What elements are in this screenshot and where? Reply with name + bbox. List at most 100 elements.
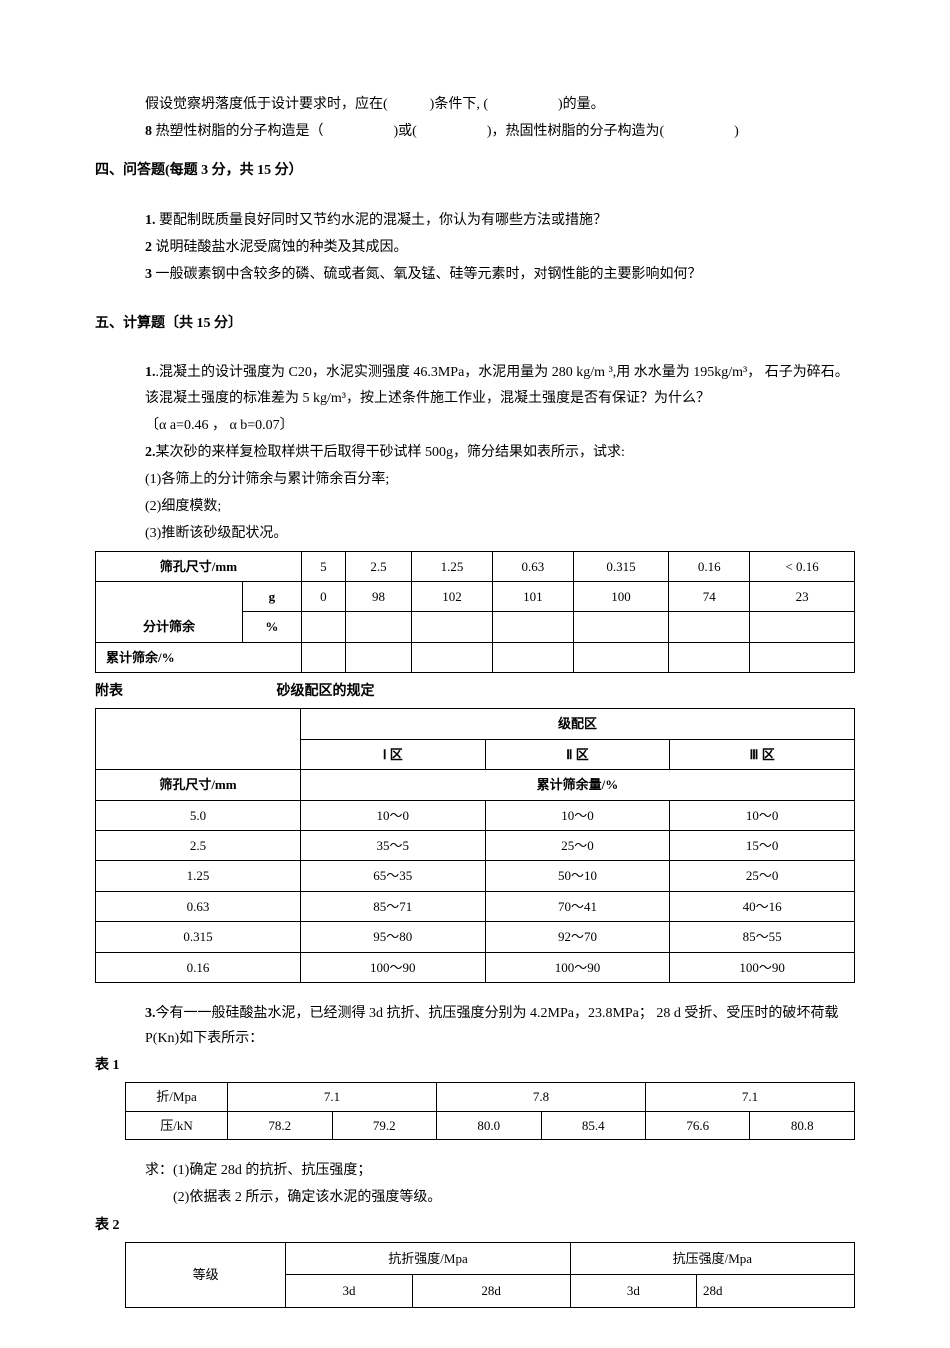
q4-1: 1. 要配制既质量良好同时又节约水泥的混凝土，你认为有哪些方法或措施？ [145,208,855,233]
sieve-r1-c0 [301,612,345,642]
q4-2-text: 说明硅酸盐水泥受腐蚀的种类及其成因。 [152,240,408,255]
spec-s0: 3d [286,1275,412,1307]
gz-top: 级配区 [96,709,855,739]
measure-r2-3: 85.4 [541,1111,645,1139]
fill-8-prefix: 8 [145,124,152,139]
q5-3-text: 今有一一般硅酸盐水泥，已经测得 3d 抗折、抗压强度分别为 4.2MPa，23.… [145,1006,838,1046]
gz-r1-s: 2.5 [96,830,301,860]
gz-r5-1: 100～90 [485,952,670,982]
gz-r0-1: 10～0 [485,800,670,830]
gz-subhead: 筛孔尺寸/mm 累计筛余量/% [96,770,855,800]
sieve-r2-c6 [750,642,855,672]
sieve-h1: 5 [301,551,345,581]
grade-zone-table: 级配区 Ⅰ 区 Ⅱ 区 Ⅲ 区 筛孔尺寸/mm 累计筛余量/% 5.0 10～0… [95,708,855,983]
sieve-row-g: g 0 98 102 101 100 74 23 [96,582,855,612]
measure-r2-5: 80.8 [750,1111,855,1139]
q5-2-3: (3)推断该砂级配状况。 [145,521,855,546]
gz-r2-s: 1.25 [96,861,301,891]
gz-r1-2: 15～0 [670,830,855,860]
sieve-r2-c2 [412,642,493,672]
q5-3-block: 3.今有一一般硅酸盐水泥，已经测得 3d 抗折、抗压强度分别为 4.2MPa，2… [95,1001,855,1051]
q5-3-ask1: 求：(1)确定 28d 的抗折、抗压强度； [145,1158,855,1183]
sieve-r0-sub: g [243,582,302,612]
gz-left: 筛孔尺寸/mm [96,770,301,800]
gz-r3-2: 40～16 [670,891,855,921]
q5-2-1: (1)各筛上的分计筛余与累计筛余百分率; [145,467,855,492]
gz-r0-s: 5.0 [96,800,301,830]
sieve-r2-c1 [345,642,411,672]
sieve-r1-sub: % [243,612,302,642]
sieve-r0-c2: 102 [412,582,493,612]
section-4-heading: 四、问答题(每题 3 分，共 15 分） [95,158,855,183]
attach-caption: 附表 砂级配区的规定 [95,679,855,704]
q4-1-prefix: 1. [145,213,156,228]
measure-r1: 折/Mpa 7.1 7.8 7.1 [126,1083,855,1111]
gz-top-label: 级配区 [300,709,854,739]
spec-s3: 28d [696,1275,854,1307]
q5-3-ask2: (2)依据表 2 所示，确定该水泥的强度等级。 [145,1185,855,1210]
sieve-h4: 0.63 [492,551,573,581]
q5-3-prefix: 3. [145,1006,156,1021]
spec-table: 等级 抗折强度/Mpa 抗压强度/Mpa 3d 28d 3d 28d [125,1242,855,1308]
measure-r1-0: 7.1 [228,1083,437,1111]
spec-g1: 抗折强度/Mpa [286,1242,570,1274]
gz-r5-0: 100～90 [300,952,485,982]
attach-title: 砂级配区的规定 [277,679,375,704]
sieve-r1-label: 分计筛余 [96,612,243,642]
section-5-heading: 五、计算题〔共 15 分〕 [95,311,855,336]
q5-1: 1..混凝土的设计强度为 C20，水泥实测强度 46.3MPa，水泥用量为 28… [145,360,855,410]
gz-r1: 2.5 35～5 25～0 15～0 [96,830,855,860]
sieve-h2: 2.5 [345,551,411,581]
q4-3-prefix: 3 [145,267,152,282]
spec-head: 等级 抗折强度/Mpa 抗压强度/Mpa [126,1242,855,1274]
sieve-r2-label: 累计筛余/% [96,642,302,672]
sieve-r0-c6: 23 [750,582,855,612]
q4-2: 2 说明硅酸盐水泥受腐蚀的种类及其成因。 [145,235,855,260]
sieve-r1-c6 [750,612,855,642]
measure-r2-0: 78.2 [228,1111,332,1139]
sieve-r2-c4 [573,642,669,672]
q4-3-text: 一般碳素钢中含较多的磷、硫或者氮、氧及锰、硅等元素时，对钢性能的主要影响如何？ [152,267,702,282]
measure-r1-label: 折/Mpa [126,1083,228,1111]
q4-1-text: 要配制既质量良好同时又节约水泥的混凝土，你认为有哪些方法或措施？ [156,213,608,228]
gz-r0-0: 10～0 [300,800,485,830]
gz-r3-s: 0.63 [96,891,301,921]
measure-r1-1: 7.8 [437,1083,646,1111]
gz-z1: Ⅰ 区 [300,739,485,769]
sieve-r0-label [96,582,243,612]
q5-2-2: (2)细度模数; [145,494,855,519]
fill-line-1: 假设觉察坍落度低于设计要求时，应在( )条件下, ( )的量。 [145,92,855,117]
sieve-r0-c1: 98 [345,582,411,612]
spec-s1: 28d [412,1275,570,1307]
sieve-h3: 1.25 [412,551,493,581]
gz-r2-0: 65～35 [300,861,485,891]
gz-r3-0: 85～71 [300,891,485,921]
measure-r2-label: 压/kN [126,1111,228,1139]
gz-z2: Ⅱ 区 [485,739,670,769]
gz-r0-2: 10～0 [670,800,855,830]
sieve-r2-c3 [492,642,573,672]
fill-block: 假设觉察坍落度低于设计要求时，应在( )条件下, ( )的量。 8 热塑性树脂的… [95,92,855,144]
gz-sub: 累计筛余量/% [300,770,854,800]
gz-r1-1: 25～0 [485,830,670,860]
q5-3-ask: 求：(1)确定 28d 的抗折、抗压强度； (2)依据表 2 所示，确定该水泥的… [95,1158,855,1210]
sieve-r2-c5 [669,642,750,672]
sieve-h5: 0.315 [573,551,669,581]
gz-r3-1: 70～41 [485,891,670,921]
sieve-r0-c4: 100 [573,582,669,612]
gz-r4: 0.315 95～80 92～70 85～55 [96,922,855,952]
table1-label: 表 1 [95,1053,855,1078]
spec-s2: 3d [570,1275,696,1307]
gz-r4-2: 85～55 [670,922,855,952]
measure-r2-1: 79.2 [332,1111,436,1139]
gz-r0: 5.0 10～0 10～0 10～0 [96,800,855,830]
q5-2: 2.某次砂的来样复检取样烘干后取得干砂试样 500g，筛分结果如表所示，试求: [145,440,855,465]
q5-1-prefix: 1. [145,365,156,380]
measure-r1-2: 7.1 [645,1083,854,1111]
measure-table: 折/Mpa 7.1 7.8 7.1 压/kN 78.2 79.2 80.0 85… [125,1082,855,1140]
q4-3: 3 一般碳素钢中含较多的磷、硫或者氮、氧及锰、硅等元素时，对钢性能的主要影响如何… [145,262,855,287]
sieve-r0-c5: 74 [669,582,750,612]
sieve-r0-c0: 0 [301,582,345,612]
gz-z3: Ⅲ 区 [670,739,855,769]
sieve-r2-c0 [301,642,345,672]
